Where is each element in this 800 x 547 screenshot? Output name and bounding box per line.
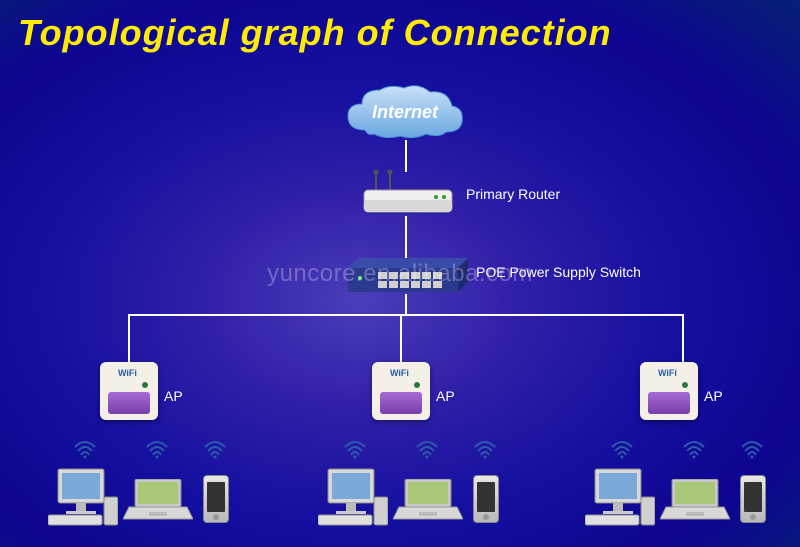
wifi-icon [741,441,763,459]
phone-icon [473,475,499,523]
laptop-icon [393,479,463,521]
wifi-icon [146,441,168,459]
device-group [318,437,518,527]
access-point [372,362,430,420]
connection-line [405,216,407,260]
access-point [100,362,158,420]
internet-label: Internet [372,102,438,123]
desktop-icon [585,467,655,527]
ap-label: AP [704,388,723,404]
phone-icon [740,475,766,523]
connection-line [405,294,407,316]
laptop-icon [660,479,730,521]
device-group [48,437,248,527]
wifi-icon [611,441,633,459]
poe-switch [348,258,468,296]
wifi-icon [683,441,705,459]
ap-label: AP [436,388,455,404]
connection-line [128,314,130,364]
device-group [585,437,785,527]
internet-cloud: Internet [340,80,470,145]
wifi-icon [74,441,96,459]
phone-icon [203,475,229,523]
ap-label: AP [164,388,183,404]
desktop-icon [318,467,388,527]
router-label: Primary Router [466,186,560,202]
connection-line [400,314,402,364]
wifi-icon [204,441,226,459]
primary-router [358,170,458,218]
wifi-icon [416,441,438,459]
connection-line [682,314,684,364]
laptop-icon [123,479,193,521]
wifi-icon [344,441,366,459]
connection-line [405,140,407,172]
switch-label: POE Power Supply Switch [476,264,641,280]
page-title: Topological graph of Connection [18,12,612,54]
access-point [640,362,698,420]
wifi-icon [474,441,496,459]
desktop-icon [48,467,118,527]
